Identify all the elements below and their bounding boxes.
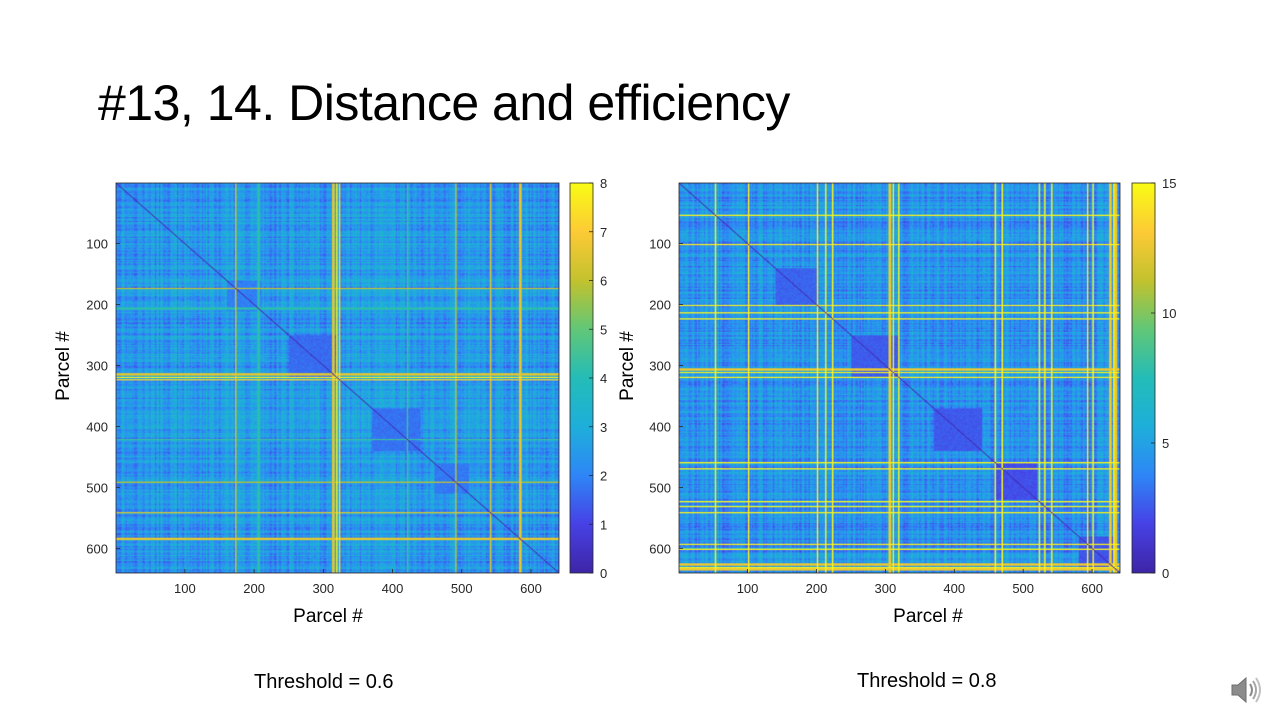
- slide-title: #13, 14. Distance and efficiency: [98, 75, 790, 131]
- heatmap-panel-left: 100 200 300 400 500 600 100 200 300 400 500 600 Pa…: [53, 176, 607, 627]
- colorbar-tick-label: 7: [600, 225, 607, 240]
- colorbar-tick-label: 15: [1162, 176, 1176, 191]
- colorbar-tick-label: 0: [1162, 566, 1169, 581]
- y-axis-label-left: Parcel #: [53, 331, 74, 401]
- heatmap-frame-right: [678, 182, 1121, 574]
- colorbar-tick-label: 2: [600, 469, 607, 484]
- y-tick-label: 200: [86, 298, 108, 313]
- colorbar-tick-label: 8: [600, 176, 607, 191]
- x-tick-label: 200: [806, 581, 828, 596]
- y-ticks-left: 100 200 300 400 500 600: [86, 237, 120, 556]
- y-tick-label: 600: [649, 541, 671, 556]
- x-tick-label: 400: [943, 581, 965, 596]
- heatmap-image-right: [679, 183, 1120, 573]
- colorbar-tick-label: 5: [1162, 436, 1169, 451]
- y-tick-label: 400: [86, 419, 108, 434]
- y-tick-label: 100: [649, 237, 671, 252]
- x-ticks-left: 100 200 300 400 500 600: [174, 569, 542, 596]
- colorbar-tick-label: 4: [600, 371, 607, 386]
- y-tick-label: 100: [86, 237, 108, 252]
- y-tick-label: 300: [86, 359, 108, 374]
- speaker-icon[interactable]: [1228, 672, 1264, 708]
- y-tick-label: 500: [649, 480, 671, 495]
- x-tick-label: 600: [1081, 581, 1103, 596]
- x-tick-label: 500: [451, 581, 473, 596]
- colorbar-left: [570, 183, 593, 573]
- heatmap-frame-left: [115, 182, 560, 574]
- y-tick-label: 400: [649, 419, 671, 434]
- y-tick-label: 600: [86, 541, 108, 556]
- x-tick-label: 300: [312, 581, 334, 596]
- y-ticks-right: 100 200 300 400 500 600: [649, 237, 683, 556]
- x-tick-label: 100: [174, 581, 196, 596]
- y-tick-label: 500: [86, 480, 108, 495]
- heatmap-image-left: [116, 183, 559, 573]
- x-tick-label: 100: [737, 581, 759, 596]
- caption-left: Threshold = 0.6: [254, 671, 394, 693]
- x-tick-label: 300: [875, 581, 897, 596]
- colorbar-ticks-right: 0 5 10 15: [1151, 176, 1176, 581]
- y-axis-label-right: Parcel #: [617, 331, 638, 401]
- x-tick-label: 400: [382, 581, 404, 596]
- caption-right: Threshold = 0.8: [857, 670, 997, 692]
- colorbar-tick-label: 6: [600, 274, 607, 289]
- colorbar-tick-label: 10: [1162, 306, 1176, 321]
- x-ticks-right: 100 200 300 400 500 600: [737, 569, 1103, 596]
- colorbar-ticks-left: 0 1 2 3 4 5 6 7 8: [589, 176, 607, 581]
- x-axis-label-right: Parcel #: [893, 606, 963, 627]
- x-tick-label: 500: [1012, 581, 1034, 596]
- colorbar-tick-label: 5: [600, 322, 607, 337]
- y-tick-label: 300: [649, 359, 671, 374]
- colorbar-tick-label: 0: [600, 566, 607, 581]
- x-tick-label: 600: [520, 581, 542, 596]
- colorbar-tick-label: 1: [600, 517, 607, 532]
- colorbar-frame-right: [1131, 182, 1156, 574]
- colorbar-tick-label: 3: [600, 420, 607, 435]
- y-tick-label: 200: [649, 298, 671, 313]
- x-axis-label-left: Parcel #: [293, 606, 363, 627]
- colorbar-right: [1132, 183, 1155, 573]
- x-tick-label: 200: [243, 581, 265, 596]
